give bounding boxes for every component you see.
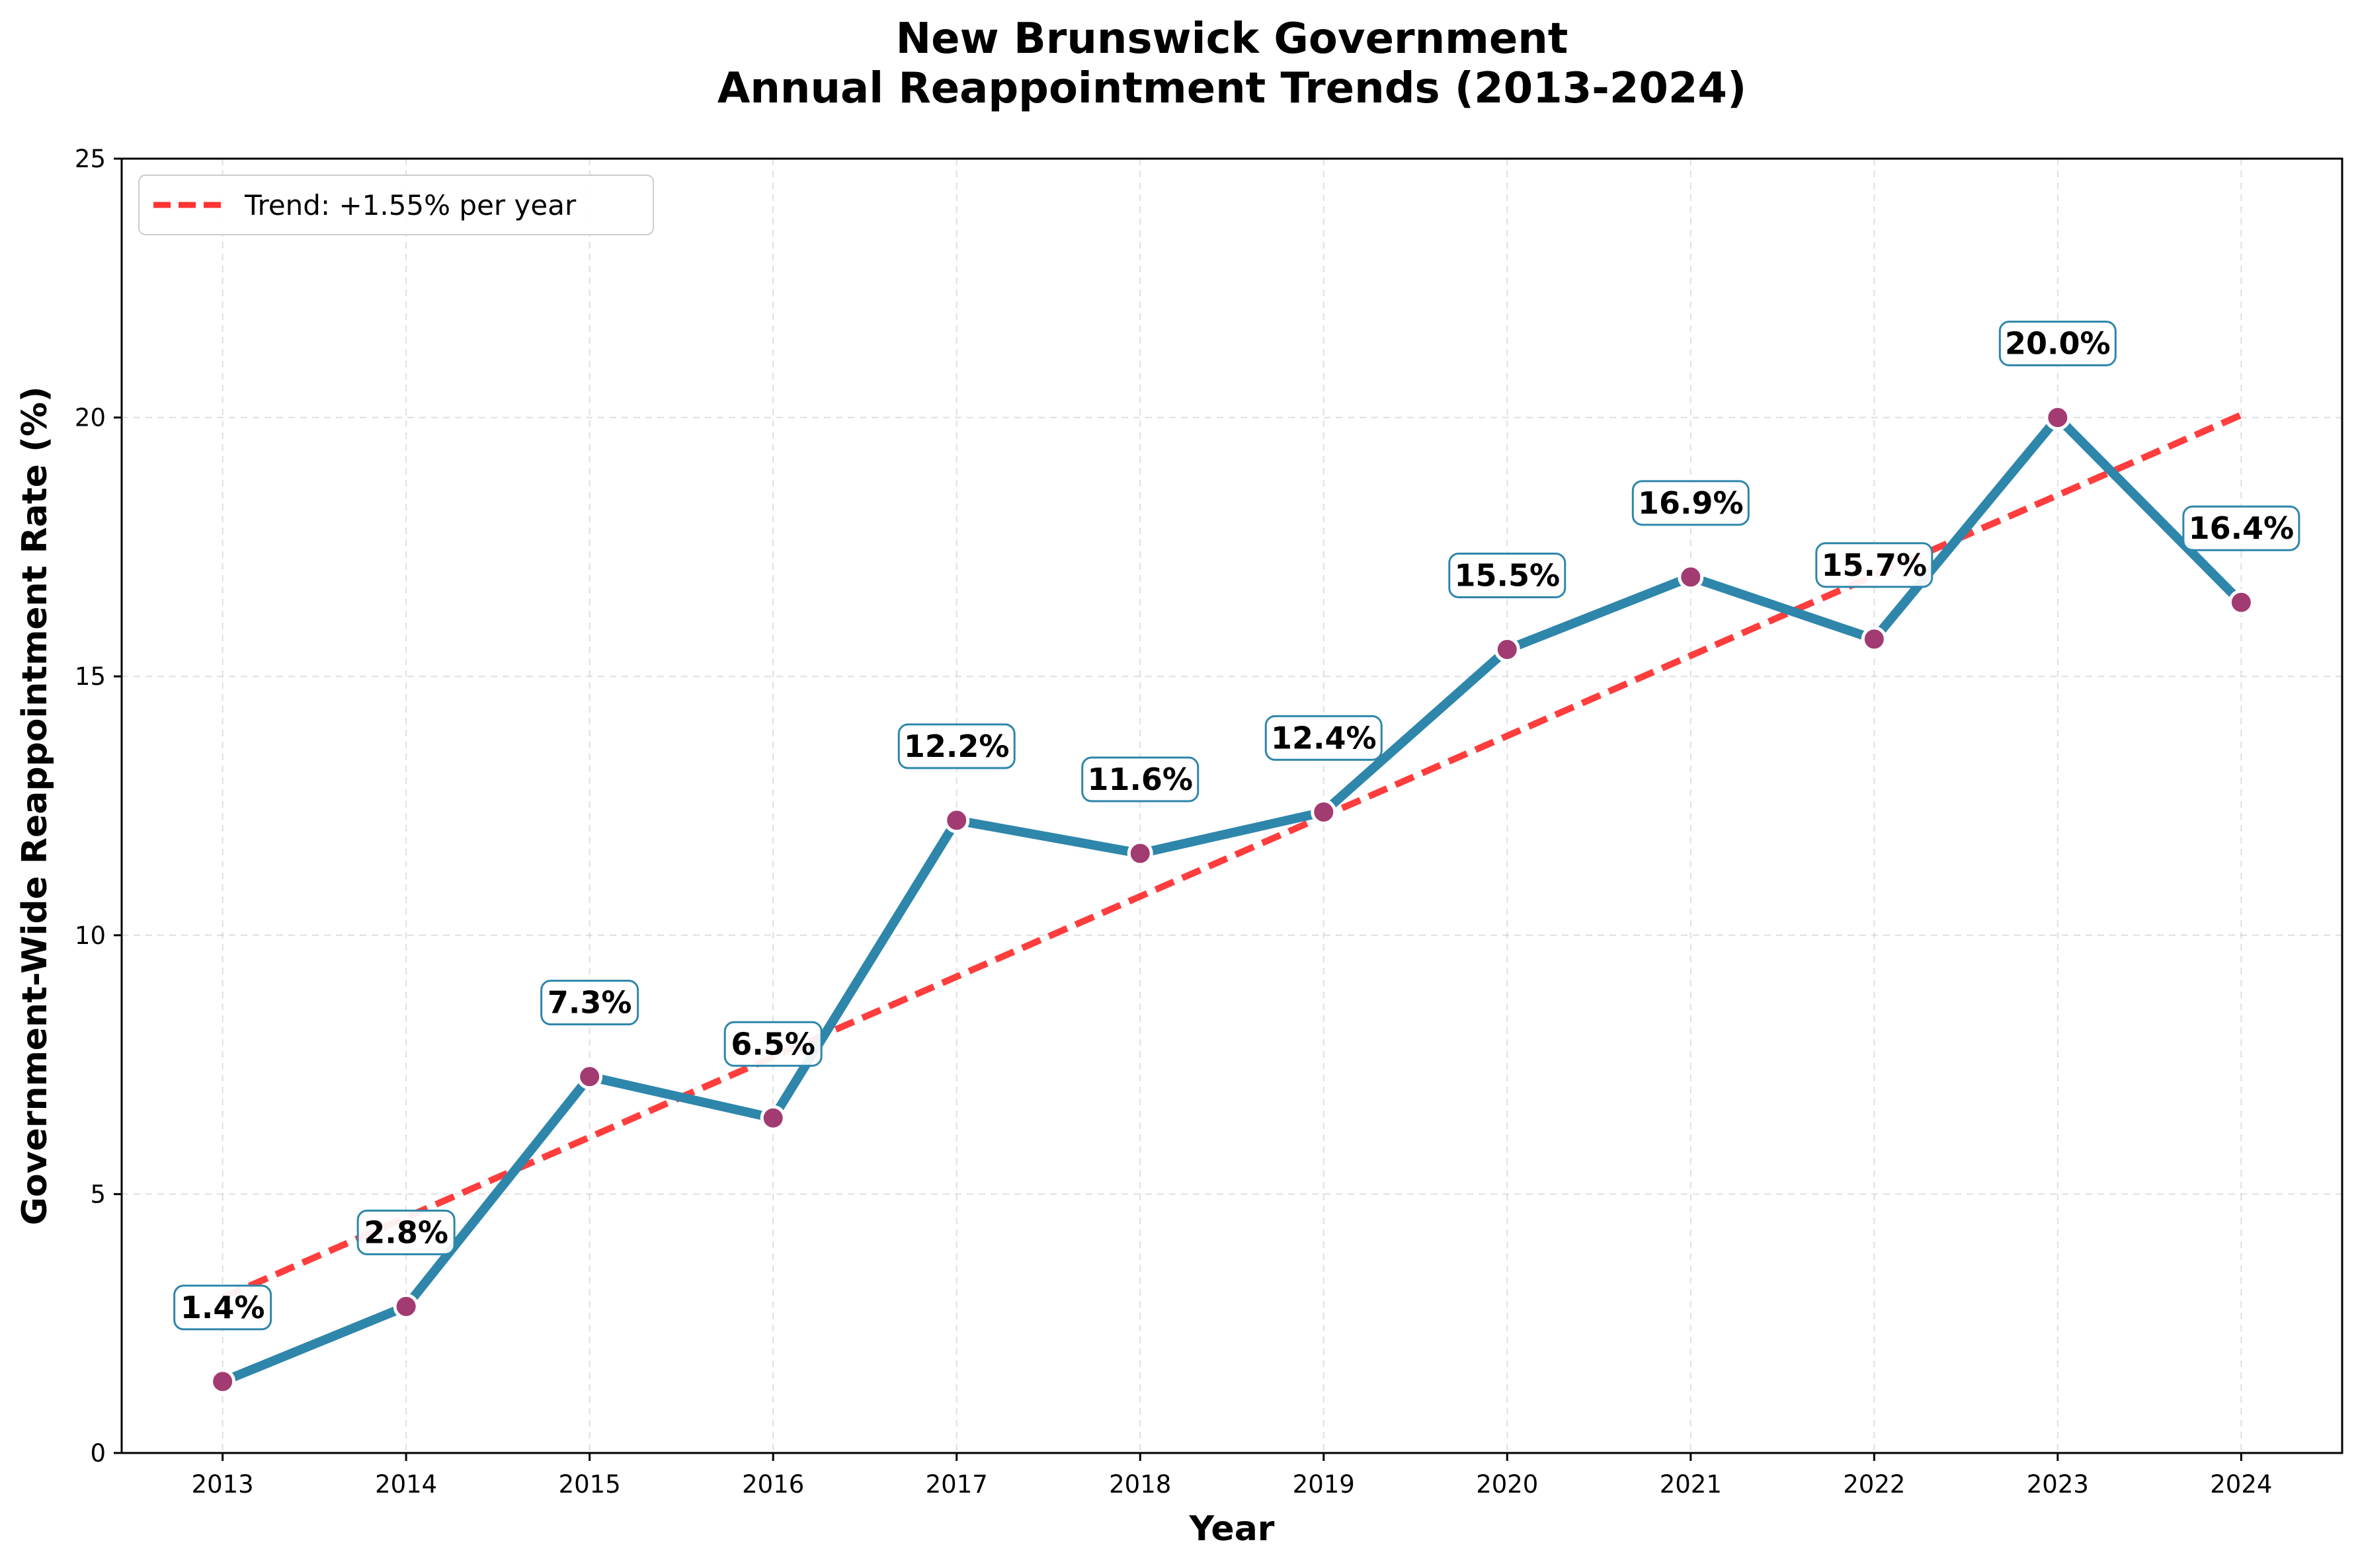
data-label-text: 16.9%: [1638, 485, 1744, 521]
x-tick-label: 2013: [192, 1470, 254, 1499]
data-label-box: [2182, 505, 2300, 551]
data-point: [760, 1105, 786, 1131]
y-tick-label: 0: [90, 1439, 106, 1468]
x-axis-ticks: 2013 2014 2015 2016 2017 2018 2019 2020 2021 2022…: [192, 1453, 2272, 1499]
data-label: 20.0%: [1998, 321, 2117, 367]
x-tick-label: 2022: [1843, 1470, 1905, 1499]
data-point: [1127, 840, 1153, 867]
data-label-box: [897, 723, 1016, 769]
data-label-text: 7.3%: [548, 985, 632, 1021]
chart-title: New Brunswick Government Annual Reappoin…: [717, 15, 1746, 113]
chart-title-line-2: Annual Reappointment Trends (2013-2024): [717, 64, 1746, 113]
data-label-box: [540, 980, 639, 1026]
data-label-box: [1815, 542, 1933, 588]
data-label-text: 12.4%: [1271, 720, 1377, 756]
data-label-text: 15.5%: [1454, 557, 1560, 593]
chart-title-line-1: New Brunswick Government: [896, 15, 1568, 63]
x-tick-label: 2021: [1660, 1470, 1722, 1499]
data-label: 7.3%: [540, 980, 639, 1026]
data-label-text: 2.8%: [364, 1214, 448, 1250]
data-label-text: 15.7%: [1822, 547, 1928, 583]
x-tick-label: 2024: [2210, 1470, 2272, 1499]
series-line: [218, 412, 2246, 1386]
legend: Trend: +1.55% per year: [138, 175, 654, 235]
data-label: 12.2%: [897, 723, 1016, 769]
data-point: [1494, 636, 1520, 662]
data-label-box: [1631, 480, 1750, 526]
data-label-text: 6.5%: [731, 1026, 815, 1062]
x-tick-label: 2018: [1109, 1470, 1171, 1499]
x-tick-label: 2020: [1476, 1470, 1538, 1499]
data-label-box: [723, 1021, 823, 1067]
data-label-box: [1998, 321, 2117, 367]
data-point: [944, 807, 970, 834]
x-tick-label: 2014: [375, 1470, 437, 1499]
data-label: 2.8%: [356, 1209, 456, 1255]
data-label-box: [1448, 552, 1567, 598]
data-label: 11.6%: [1081, 756, 1200, 803]
y-tick-label: 20: [75, 404, 106, 432]
data-label-box: [356, 1209, 456, 1255]
data-label-text: 20.0%: [2005, 326, 2111, 362]
data-label-text: 11.6%: [1087, 762, 1193, 797]
data-point: [393, 1293, 419, 1319]
data-label: 12.4%: [1264, 715, 1383, 761]
data-labels-group: 1.4% 2.8% 7.3% 6.5% 12.2% 11.6% 12.4% 15.5% 16.9…: [173, 321, 2300, 1331]
data-point: [2045, 405, 2071, 431]
data-point: [2228, 589, 2254, 615]
x-tick-label: 2016: [742, 1470, 804, 1499]
data-label: 15.7%: [1815, 542, 1933, 588]
plot-frame: [120, 157, 2343, 1454]
data-label: 15.5%: [1448, 552, 1567, 598]
data-label: 16.9%: [1631, 480, 1750, 526]
x-axis-label: Year: [1189, 1509, 1275, 1549]
trend-line-group: [221, 412, 2243, 1301]
trend-line: [221, 412, 2243, 1301]
data-label-box: [1264, 715, 1383, 761]
x-tick-label: 2019: [1293, 1470, 1355, 1499]
data-point: [1311, 799, 1337, 825]
y-axis-label: Government-Wide Reappointment Rate (%): [15, 386, 55, 1225]
data-label-box: [1081, 756, 1200, 803]
x-tick-label: 2023: [2027, 1470, 2089, 1499]
data-label: 1.4%: [173, 1284, 272, 1331]
y-tick-label: 25: [75, 145, 106, 173]
legend-trend-label: Trend: +1.55% per year: [244, 189, 577, 221]
x-tick-label: 2017: [926, 1470, 988, 1499]
y-axis-ticks: 0 5 10 15 20 25: [75, 145, 122, 1468]
x-tick-label: 2015: [559, 1470, 621, 1499]
data-series-group: [210, 405, 2254, 1395]
y-tick-label: 15: [75, 662, 106, 691]
y-tick-label: 5: [90, 1180, 106, 1208]
data-label-text: 12.2%: [904, 728, 1010, 764]
data-label: 16.4%: [2182, 505, 2300, 551]
legend-box: [138, 175, 654, 235]
data-label: 6.5%: [723, 1021, 823, 1067]
data-point: [1861, 626, 1887, 652]
data-point: [210, 1368, 236, 1395]
data-label-text: 1.4%: [181, 1290, 265, 1325]
data-point: [1678, 564, 1704, 590]
data-label-text: 16.4%: [2189, 510, 2295, 546]
y-tick-label: 10: [75, 921, 106, 950]
data-label-box: [173, 1284, 272, 1331]
data-point: [577, 1064, 603, 1090]
